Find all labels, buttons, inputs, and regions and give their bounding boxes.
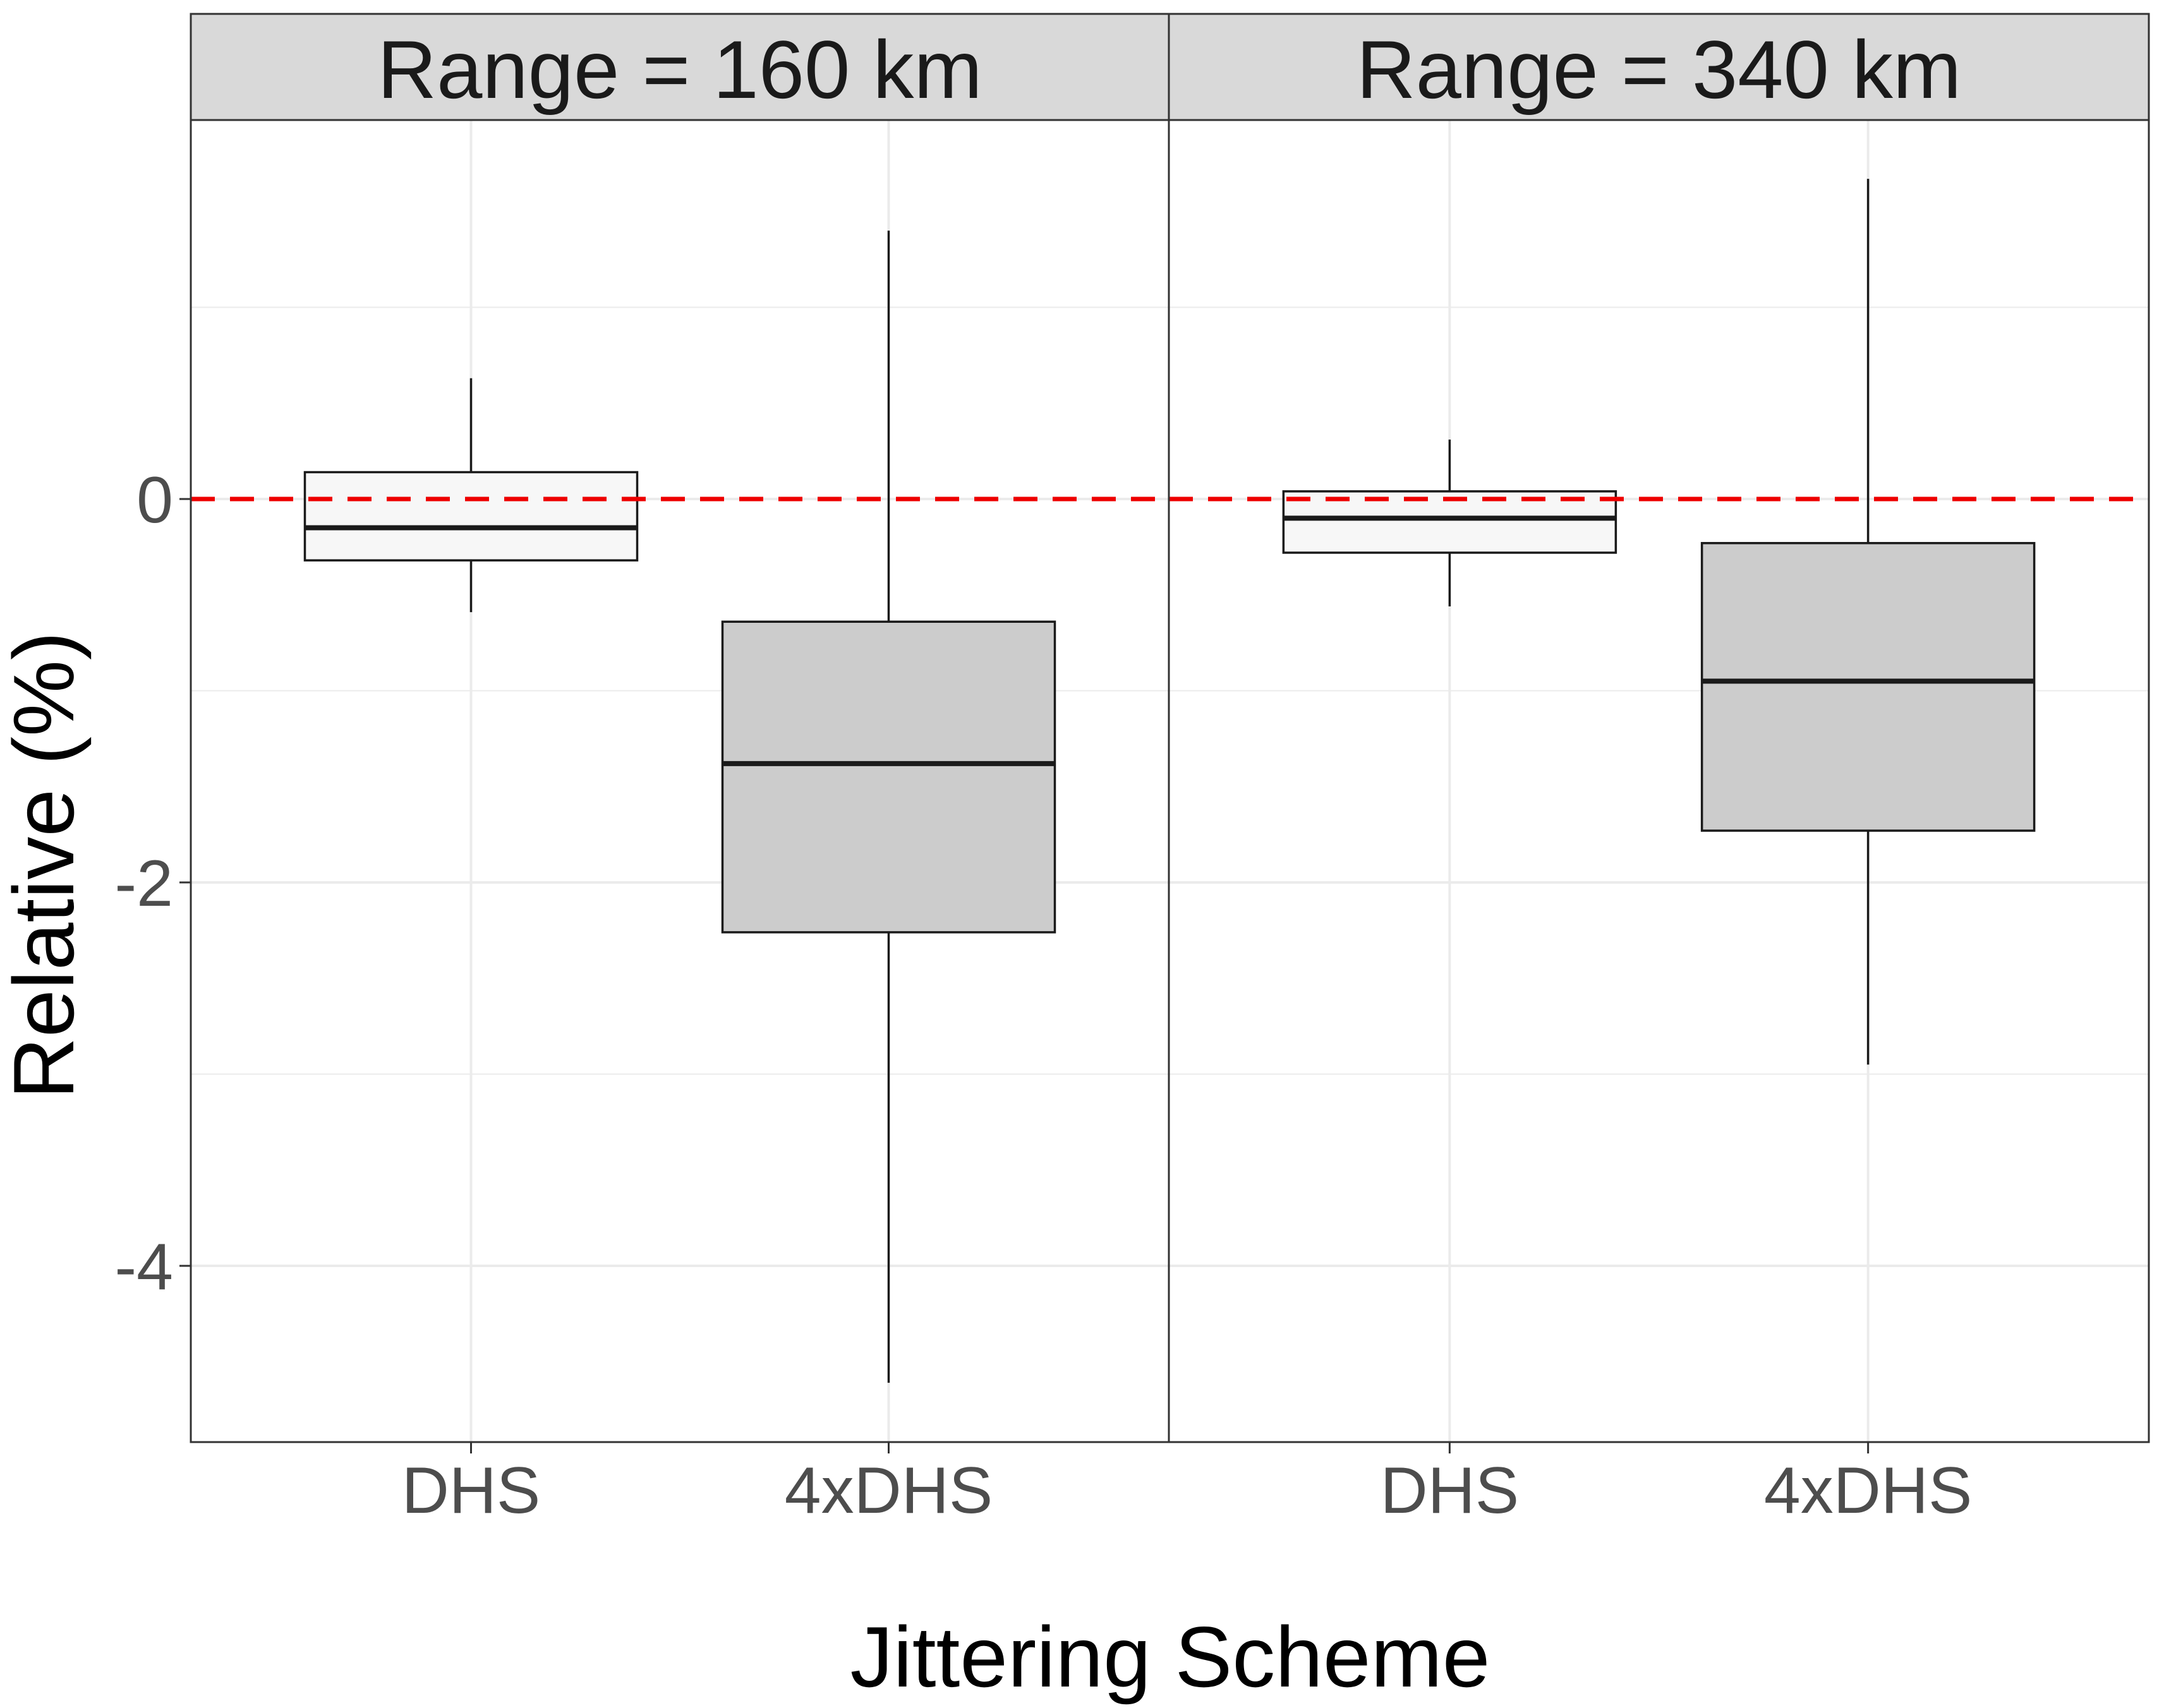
x-tick-label: 4xDHS <box>785 1454 993 1527</box>
box-4xdhs <box>721 231 1056 1383</box>
y-tick-label: -2 <box>115 847 173 920</box>
y-axis-title: Relative (%) <box>0 632 92 1100</box>
x-axis-title: Jittering Scheme <box>850 1609 1490 1705</box>
x-tick-label: DHS <box>402 1454 541 1527</box>
box-iqr <box>721 620 1056 934</box>
strip-label: Range = 340 km <box>1357 23 1962 116</box>
box-iqr <box>303 471 639 562</box>
facet-panel-2: Range = 340 km DHS 4xDHS <box>1168 13 2150 1527</box>
strip-background <box>190 13 1170 121</box>
box-dhs <box>1282 439 1617 606</box>
x-tick-label: 4xDHS <box>1764 1454 1972 1527</box>
strip-background <box>1168 13 2150 121</box>
strip-label: Range = 160 km <box>377 23 982 116</box>
x-tick-label: DHS <box>1381 1454 1520 1527</box>
box-dhs <box>303 378 639 613</box>
box-iqr <box>1700 542 2036 832</box>
box-iqr <box>1282 490 1617 554</box>
facet-panels: Range = 160 km DHS 4xDHS Range = 340 km DHS 4… <box>190 13 2150 1527</box>
y-tick-label: -4 <box>115 1230 173 1304</box>
box-4xdhs <box>1700 179 2036 1065</box>
facet-panel-1: Range = 160 km DHS 4xDHS <box>190 13 1170 1527</box>
y-axis: 0 -2 -4 <box>115 464 191 1304</box>
y-tick-label: 0 <box>136 464 173 537</box>
